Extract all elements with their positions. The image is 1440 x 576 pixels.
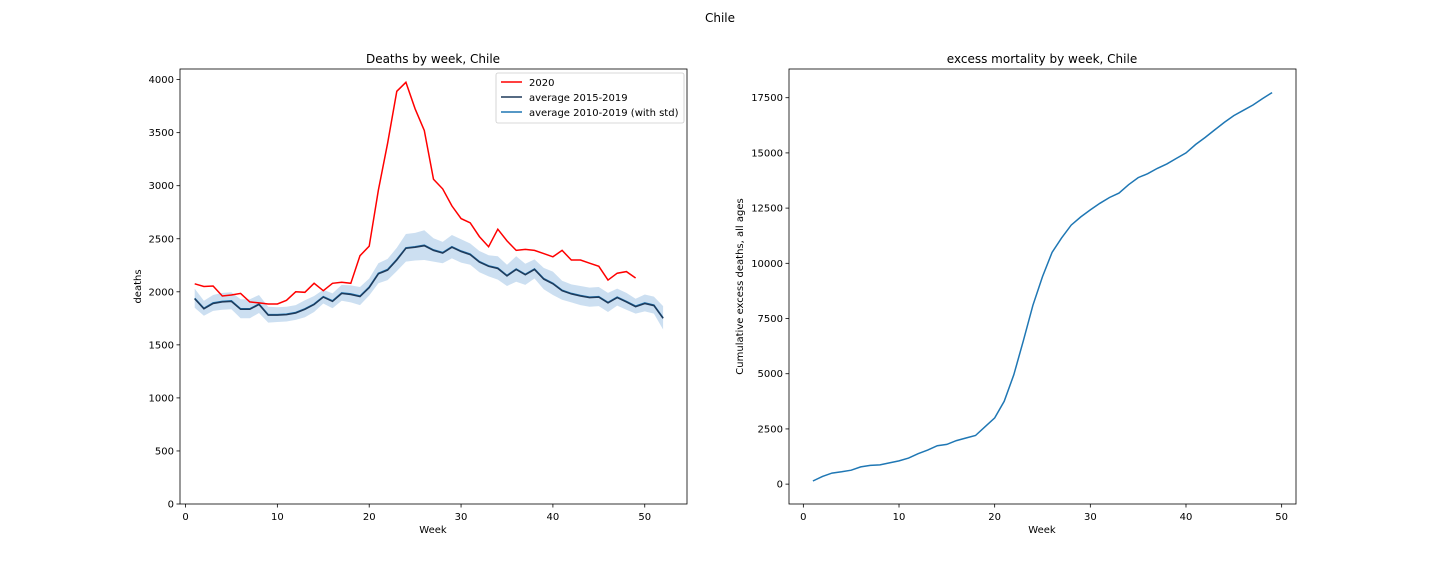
chart2-ytick-label: 15000 bbox=[751, 148, 783, 159]
chart1-ylabel: deaths bbox=[133, 269, 144, 303]
std-band bbox=[194, 230, 664, 330]
chart1-ytick-label: 2000 bbox=[149, 287, 174, 298]
chart1-ytick-label: 1500 bbox=[149, 340, 174, 351]
chart1-xtick-label: 20 bbox=[363, 512, 376, 523]
chart1-ytick-label: 3000 bbox=[149, 181, 174, 192]
chart2-xtick-label: 20 bbox=[988, 512, 1001, 523]
chart2-frame bbox=[788, 68, 1297, 505]
chart2-ytick-label: 10000 bbox=[751, 259, 783, 270]
chart2-ytick-label: 5000 bbox=[758, 369, 783, 380]
legend-label-avg-2015-2019: average 2015-2019 bbox=[529, 93, 628, 104]
chart1-ytick-label: 3500 bbox=[149, 128, 174, 139]
chart1-ytick-label: 500 bbox=[155, 446, 174, 457]
series-2020 bbox=[194, 80, 637, 305]
series-cumulative-excess bbox=[812, 91, 1273, 482]
chart2-title: excess mortality by week, Chile bbox=[947, 52, 1137, 66]
chart2-xlabel: Week bbox=[1028, 525, 1056, 536]
chart1-xtick-label: 30 bbox=[455, 512, 468, 523]
chart2-ytick-label: 2500 bbox=[758, 424, 783, 435]
chart1-ytick-label: 4000 bbox=[149, 75, 174, 86]
chart2-ytick-label: 12500 bbox=[751, 204, 783, 215]
series-avg-2015-2019 bbox=[194, 244, 664, 319]
chart2-xtick-label: 40 bbox=[1180, 512, 1193, 523]
chart2-plot-area: 0 10 20 30 40 50 0 2500 5000 7500 10000 12500 15000 1… bbox=[751, 91, 1288, 523]
chart2-xtick-label: 0 bbox=[800, 512, 806, 523]
chart1-ytick-label: 2500 bbox=[149, 234, 174, 245]
chart1-xtick-label: 50 bbox=[638, 512, 651, 523]
chart1-xtick-label: 10 bbox=[271, 512, 284, 523]
chart2-xtick-label: 10 bbox=[893, 512, 906, 523]
chart1-plot-area: 0 10 20 30 40 5005001000150020002500300035004… bbox=[149, 75, 664, 523]
chart1-frame bbox=[179, 68, 688, 505]
chart2-ytick-label: 17500 bbox=[751, 93, 783, 104]
chart1-ytick-label: 1000 bbox=[149, 393, 174, 404]
legend-label-avg-2010-2019: average 2010-2019 (with std) bbox=[529, 108, 679, 119]
chart2-xtick-label: 30 bbox=[1084, 512, 1097, 523]
chart2-ytick-label: 7500 bbox=[758, 314, 783, 325]
legend-frame bbox=[495, 72, 685, 124]
chart1-xtick-label: 40 bbox=[547, 512, 560, 523]
chart1-xlabel: Week bbox=[419, 525, 447, 536]
chart2-xtick-label: 50 bbox=[1275, 512, 1288, 523]
legend-label-2020: 2020 bbox=[529, 78, 554, 89]
chart1-ytick-label: 0 bbox=[168, 500, 174, 511]
figure-title: Chile bbox=[705, 11, 735, 25]
chart1-legend: 2020 average 2015-2019 average 2010-2019… bbox=[495, 72, 685, 124]
excess-mortality-chart: excess mortality by week, Chile 0 10 20 30 4… bbox=[735, 52, 1297, 536]
chart1-title: Deaths by week, Chile bbox=[366, 52, 500, 66]
chart2-ylabel: Cumulative excess deaths, all ages bbox=[735, 198, 746, 374]
chart1-xtick-label: 0 bbox=[182, 512, 188, 523]
chart2-ytick-label: 0 bbox=[777, 480, 783, 491]
deaths-by-week-chart: Deaths by week, Chile 0 10 20 30 40 500500100… bbox=[133, 52, 688, 536]
